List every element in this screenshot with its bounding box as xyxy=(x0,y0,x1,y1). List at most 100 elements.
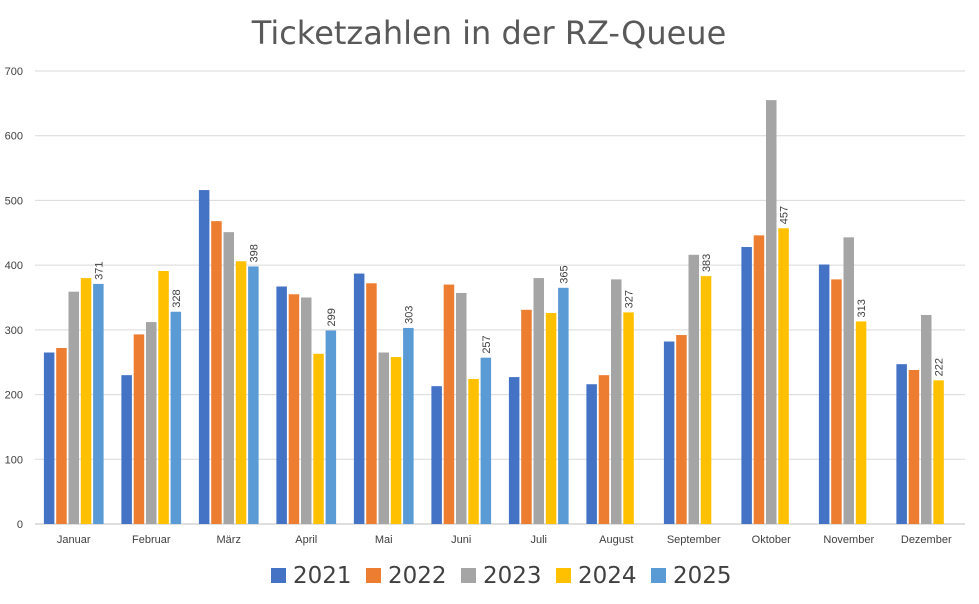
data-label-august: 327 xyxy=(624,290,636,308)
x-tick-label-juni: Juni xyxy=(451,534,471,546)
y-tick-label-600: 600 xyxy=(5,131,23,143)
gridlines xyxy=(35,70,965,525)
bar-februar-2022 xyxy=(133,334,145,524)
data-label-juni: 257 xyxy=(481,335,493,353)
bar-mai-2025 xyxy=(403,327,414,524)
bar-april-2022 xyxy=(288,294,300,524)
legend-item-2024: 2024 xyxy=(556,563,637,589)
legend-label-2025: 2025 xyxy=(673,563,732,589)
data-label-oktober: 457 xyxy=(779,206,791,224)
legend-swatch-2025 xyxy=(651,568,666,583)
bar-oktober-2021 xyxy=(741,247,752,524)
bar-februar-2023 xyxy=(146,322,157,524)
legend-label-2021: 2021 xyxy=(293,563,352,589)
bar-dezember-2023 xyxy=(921,314,932,524)
y-tick-label-300: 300 xyxy=(5,325,23,337)
bar-juni-2025 xyxy=(480,357,492,524)
bar-april-2024 xyxy=(313,353,324,524)
bar-juli-2023 xyxy=(533,278,544,524)
data-label-m-rz: 398 xyxy=(248,244,260,262)
legend-label-2023: 2023 xyxy=(483,563,542,589)
bar-august-2023 xyxy=(611,279,622,524)
x-tick-label-dezember: Dezember xyxy=(901,534,952,546)
legend-swatch-2023 xyxy=(461,568,476,583)
chart-title: Ticketzahlen in der RZ-Queue xyxy=(251,14,727,52)
x-axis-ticks: Januar Februar März April Mai Juni Juli August S… xyxy=(57,534,952,546)
y-tick-label-200: 200 xyxy=(5,390,23,402)
data-label-april: 299 xyxy=(326,308,338,326)
y-axis-ticks: 0 100 200 300 400 500 600 700 xyxy=(5,66,23,531)
bars xyxy=(43,100,944,525)
bar-september-2022 xyxy=(676,335,687,524)
data-label-januar: 371 xyxy=(93,262,105,280)
bar-dezember-2022 xyxy=(908,369,920,524)
bar-mai-2023 xyxy=(378,352,389,524)
bar-januar-2025 xyxy=(93,283,104,524)
y-tick-label-400: 400 xyxy=(5,260,23,272)
bar-februar-2025 xyxy=(170,311,182,524)
x-tick-label-mai: Mai xyxy=(375,534,393,546)
x-tick-label-august: August xyxy=(599,534,633,546)
bar-januar-2021 xyxy=(43,352,55,524)
bar-februar-2021 xyxy=(121,375,132,524)
legend-item-2025: 2025 xyxy=(651,563,732,589)
x-tick-label-oktober: Oktober xyxy=(752,534,791,546)
bar-januar-2023 xyxy=(68,291,79,524)
legend-item-2022: 2022 xyxy=(366,563,447,589)
x-tick-label-januar: Januar xyxy=(57,534,91,546)
data-labels: 371 328 398 299 303 257 365 327 383 457 313 222 xyxy=(93,206,945,376)
data-label-juli: 365 xyxy=(558,265,570,283)
data-label-mai: 303 xyxy=(403,306,415,324)
bar-februar-2024 xyxy=(158,270,169,524)
bar-november-2022 xyxy=(831,279,842,524)
bar-januar-2024 xyxy=(80,278,92,524)
bar-oktober-2022 xyxy=(753,235,765,524)
bar-dezember-2024 xyxy=(933,380,944,524)
legend: 2021 2022 2023 2024 2025 xyxy=(271,563,732,589)
bar-juli-2025 xyxy=(558,287,569,524)
bar-mai-2024 xyxy=(390,357,402,524)
bar-april-2021 xyxy=(276,286,287,524)
bar-juli-2022 xyxy=(521,309,532,524)
bar-april-2025 xyxy=(325,330,337,524)
bar-september-2024 xyxy=(700,276,712,524)
x-tick-label-februar: Februar xyxy=(132,534,171,546)
bar-m-rz-2024 xyxy=(235,261,247,524)
bar-m-rz-2021 xyxy=(198,190,210,524)
bar-mai-2022 xyxy=(366,283,377,524)
bar-april-2023 xyxy=(301,297,312,524)
bar-september-2023 xyxy=(688,254,699,525)
legend-label-2024: 2024 xyxy=(578,563,637,589)
y-tick-label-700: 700 xyxy=(5,66,23,78)
legend-item-2021: 2021 xyxy=(271,563,352,589)
legend-swatch-2022 xyxy=(366,568,381,583)
bar-august-2021 xyxy=(586,384,597,524)
data-label-november: 313 xyxy=(856,299,868,317)
data-label-februar: 328 xyxy=(171,289,183,307)
legend-item-2023: 2023 xyxy=(461,563,542,589)
x-tick-label-juli: Juli xyxy=(530,534,547,546)
bar-november-2023 xyxy=(843,237,854,524)
x-tick-label-m-rz: März xyxy=(217,534,241,546)
bar-juli-2021 xyxy=(508,377,520,524)
bar-oktober-2023 xyxy=(766,100,777,525)
bar-m-rz-2023 xyxy=(223,232,234,524)
data-label-september: 383 xyxy=(701,254,713,272)
bar-august-2024 xyxy=(623,312,634,524)
bar-juni-2023 xyxy=(456,292,467,524)
legend-label-2022: 2022 xyxy=(388,563,447,589)
bar-oktober-2024 xyxy=(778,228,789,524)
bar-dezember-2021 xyxy=(896,364,907,524)
y-tick-label-0: 0 xyxy=(17,519,23,531)
x-tick-label-april: April xyxy=(295,534,317,546)
legend-swatch-2024 xyxy=(556,568,571,583)
bar-november-2021 xyxy=(818,264,830,524)
y-tick-label-500: 500 xyxy=(5,195,23,207)
bar-m-rz-2022 xyxy=(211,221,222,524)
bar-november-2024 xyxy=(855,321,867,524)
bar-juni-2022 xyxy=(443,284,455,524)
bar-september-2021 xyxy=(663,341,675,524)
bar-august-2022 xyxy=(598,375,610,524)
x-tick-label-november: November xyxy=(823,534,874,546)
data-label-dezember: 222 xyxy=(934,358,946,376)
